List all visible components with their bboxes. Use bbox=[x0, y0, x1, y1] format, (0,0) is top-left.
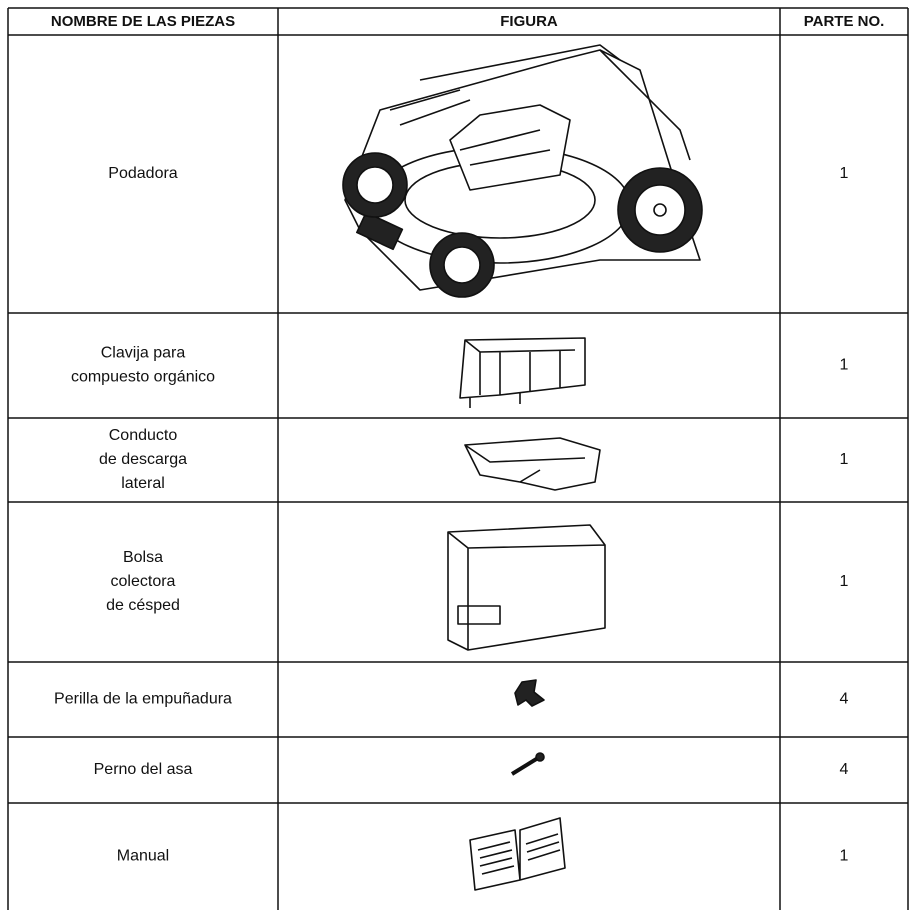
mulching-plug-figure bbox=[459, 337, 586, 408]
part-quantity: 1 bbox=[840, 848, 849, 865]
manual-figure bbox=[469, 817, 566, 891]
header-cell: PARTE NO. bbox=[804, 13, 885, 30]
header-cell: NOMBRE DE LAS PIEZAS bbox=[51, 13, 235, 30]
part-name: Clavija para bbox=[101, 345, 186, 362]
handle-knob-figure bbox=[514, 679, 545, 707]
grass-bag-figure bbox=[447, 524, 606, 651]
part-name: colectora bbox=[111, 573, 176, 590]
part-quantity: 1 bbox=[840, 165, 849, 182]
part-name: Conducto bbox=[109, 427, 178, 444]
part-name: Podadora bbox=[108, 165, 177, 182]
part-name: Bolsa bbox=[123, 549, 163, 566]
part-name: Perilla de la empuñadura bbox=[54, 691, 232, 708]
part-name: lateral bbox=[121, 475, 165, 492]
part-quantity: 1 bbox=[840, 573, 849, 590]
part-name: de césped bbox=[106, 597, 180, 614]
part-quantity: 4 bbox=[840, 691, 849, 708]
part-quantity: 4 bbox=[840, 761, 849, 778]
side-discharge-figure bbox=[464, 437, 601, 491]
header-cell: FIGURA bbox=[500, 13, 558, 30]
part-name: Perno del asa bbox=[94, 761, 193, 778]
part-name: de descarga bbox=[99, 451, 187, 468]
part-name: compuesto orgánico bbox=[71, 369, 215, 386]
part-quantity: 1 bbox=[840, 357, 849, 374]
handle-bolt-figure bbox=[510, 752, 545, 776]
mower-figure bbox=[342, 44, 703, 298]
part-name: Manual bbox=[117, 848, 169, 865]
part-quantity: 1 bbox=[840, 451, 849, 468]
